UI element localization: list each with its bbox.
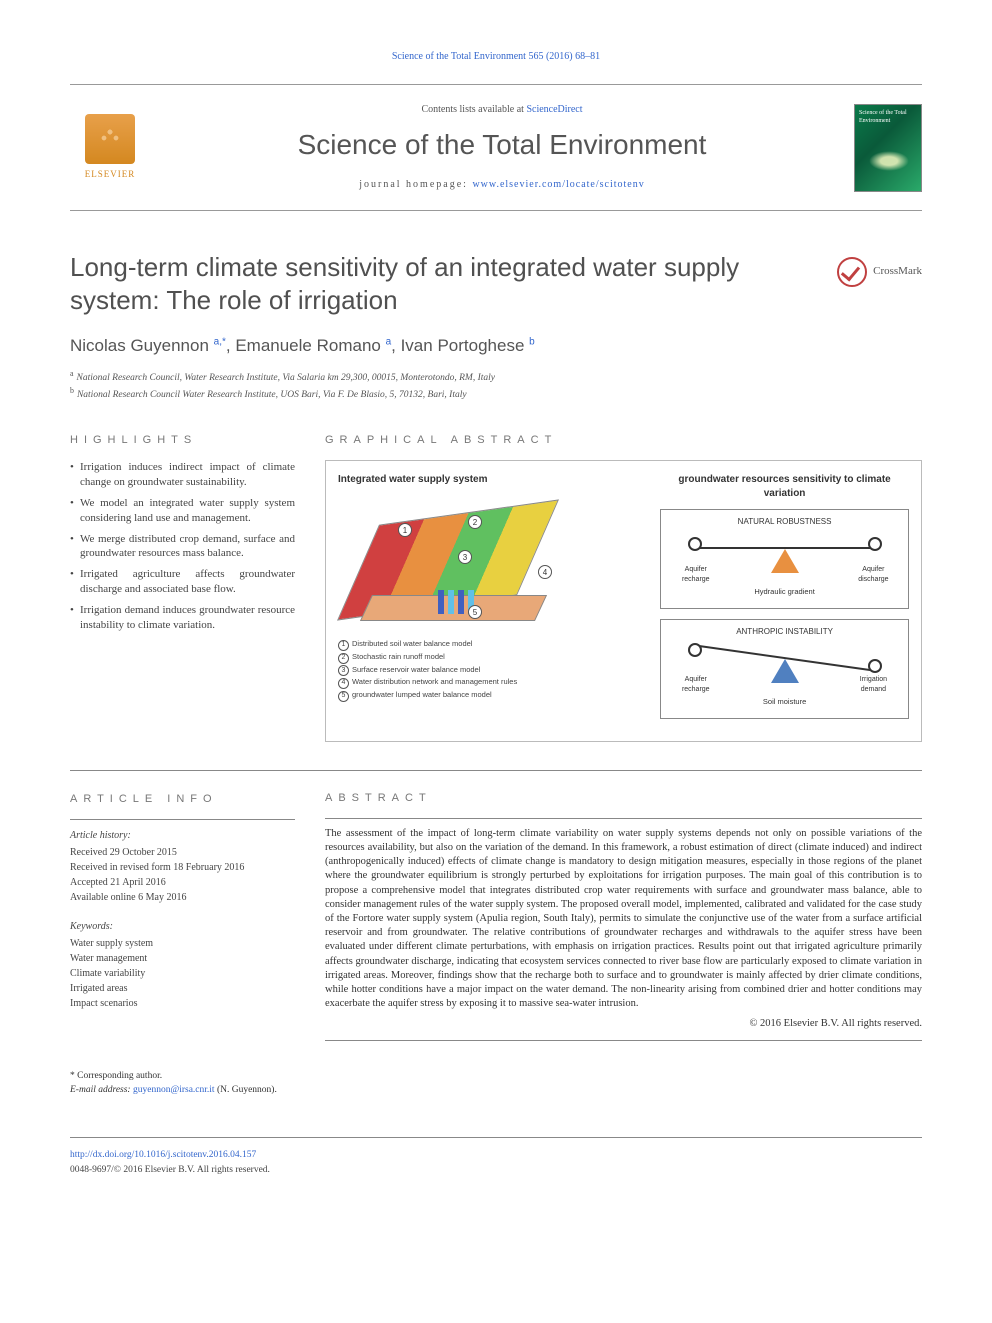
ga-legend: 1Distributed soil water balance model2St… <box>338 638 642 702</box>
b1-left: Aquifer recharge <box>674 565 718 585</box>
crossmark-icon <box>837 257 867 287</box>
history-lines: Received 29 October 2015Received in revi… <box>70 845 295 905</box>
history-line: Accepted 21 April 2016 <box>70 875 295 890</box>
abstract-text: The assessment of the impact of long-ter… <box>325 827 922 1011</box>
highlight-item: Irrigated agriculture affects groundwate… <box>70 567 295 597</box>
highlight-item: We merge distributed crop demand, surfac… <box>70 532 295 562</box>
homepage-prefix: journal homepage: <box>359 179 472 190</box>
keyword: Water management <box>70 951 295 966</box>
history-line: Available online 6 May 2016 <box>70 890 295 905</box>
graphical-abstract-label: GRAPHICAL ABSTRACT <box>325 433 922 448</box>
keyword: Water supply system <box>70 936 295 951</box>
keywords-heading: Keywords: <box>70 919 295 934</box>
running-head: Science of the Total Environment 565 (20… <box>70 50 922 64</box>
corresponding-footnote: * Corresponding author. E-mail address: … <box>70 1069 922 1098</box>
page-footer: http://dx.doi.org/10.1016/j.scitotenv.20… <box>70 1137 922 1177</box>
publisher-logo: ELSEVIER <box>70 108 150 188</box>
corr-author: * Corresponding author. <box>70 1069 922 1083</box>
email-link[interactable]: guyennon@irsa.cnr.it <box>133 1085 215 1095</box>
b2-mid: Soil moisture <box>669 697 900 708</box>
b1-right: Aquifer discharge <box>851 565 895 585</box>
highlights-label: HIGHLIGHTS <box>70 433 295 448</box>
contents-prefix: Contents lists available at <box>421 104 526 115</box>
balance-anthropic: ANTHROPIC INSTABILITY Aquifer recharge I… <box>660 619 909 719</box>
keywords-lines: Water supply systemWater managementClima… <box>70 936 295 1011</box>
homepage-link[interactable]: www.elsevier.com/locate/scitotenv <box>472 179 644 190</box>
journal-title: Science of the Total Environment <box>150 125 854 164</box>
issn-line: 0048-9697/© 2016 Elsevier B.V. All right… <box>70 1163 922 1177</box>
isometric-diagram: 1 2 3 4 5 <box>338 495 642 630</box>
balance2-title: ANTHROPIC INSTABILITY <box>669 626 900 637</box>
journal-masthead: ELSEVIER Contents lists available at Sci… <box>70 84 922 211</box>
ga-right-title: groundwater resources sensitivity to cli… <box>660 473 909 501</box>
b1-mid: Hydraulic gradient <box>669 587 900 598</box>
keyword: Irrigated areas <box>70 981 295 996</box>
email-label: E-mail address: <box>70 1085 133 1095</box>
affiliations-block: aNational Research Council, Water Resear… <box>70 368 922 403</box>
balance-natural: NATURAL ROBUSTNESS Aquifer recharge Aqui… <box>660 509 909 609</box>
separator <box>70 770 922 771</box>
crossmark-label: CrossMark <box>873 264 922 279</box>
highlight-item: Irrigation demand induces groundwater re… <box>70 603 295 633</box>
email-name: (N. Guyennon). <box>215 1085 277 1095</box>
doi-link[interactable]: http://dx.doi.org/10.1016/j.scitotenv.20… <box>70 1148 922 1162</box>
contents-line: Contents lists available at ScienceDirec… <box>150 103 854 117</box>
history-line: Received 29 October 2015 <box>70 845 295 860</box>
cover-text: Science of the Total Environment <box>859 110 907 124</box>
crossmark-widget[interactable]: CrossMark <box>837 251 922 287</box>
keyword: Climate variability <box>70 966 295 981</box>
sciencedirect-link[interactable]: ScienceDirect <box>526 104 582 115</box>
homepage-line: journal homepage: www.elsevier.com/locat… <box>150 178 854 192</box>
ga-left-title: Integrated water supply system <box>338 473 642 487</box>
article-info-label: ARTICLE INFO <box>70 791 295 808</box>
keyword: Impact scenarios <box>70 996 295 1011</box>
publisher-name: ELSEVIER <box>85 168 136 181</box>
highlight-item: Irrigation induces indirect impact of cl… <box>70 460 295 490</box>
highlights-list: Irrigation induces indirect impact of cl… <box>70 460 295 632</box>
history-heading: Article history: <box>70 828 295 843</box>
balance1-title: NATURAL ROBUSTNESS <box>669 516 900 527</box>
history-line: Received in revised form 18 February 201… <box>70 860 295 875</box>
abstract-label: ABSTRACT <box>325 791 922 806</box>
b2-right: Irrigation demand <box>851 675 895 695</box>
abstract-copyright: © 2016 Elsevier B.V. All rights reserved… <box>325 1017 922 1032</box>
highlight-item: We model an integrated water supply syst… <box>70 496 295 526</box>
journal-cover-thumb: Science of the Total Environment <box>854 104 922 192</box>
graphical-abstract: Integrated water supply system 1 2 3 <box>325 460 922 741</box>
b2-left: Aquifer recharge <box>674 675 718 695</box>
authors-line: Nicolas Guyennon a,*, Emanuele Romano a,… <box>70 334 922 358</box>
elsevier-tree-icon <box>85 114 135 164</box>
article-title: Long-term climate sensitivity of an inte… <box>70 251 817 316</box>
